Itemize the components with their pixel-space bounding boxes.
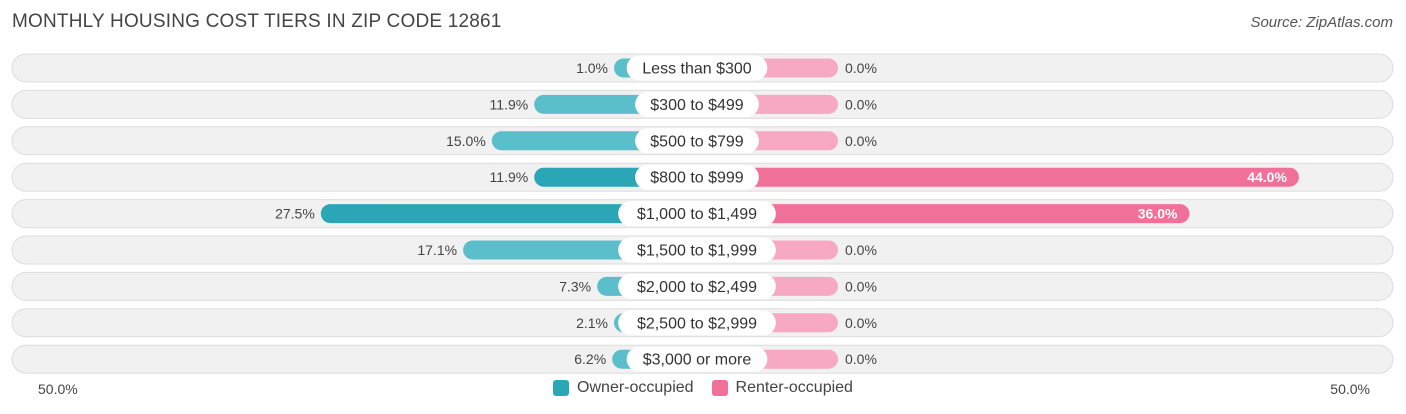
category-label-pill xyxy=(635,128,759,154)
legend: Owner-occupied Renter-occupied xyxy=(0,379,1406,397)
category-label-pill xyxy=(626,346,768,372)
owner-bar xyxy=(320,204,697,224)
owner-value-label: 11.9% xyxy=(490,96,529,112)
owner-value-label: 1.0% xyxy=(576,60,608,76)
renter-value-label: 44.0% xyxy=(1247,169,1287,185)
legend-swatch-owner xyxy=(553,380,570,396)
legend-label-owner: Owner-occupied xyxy=(577,379,694,396)
category-label-pill xyxy=(635,91,759,117)
category-label: $2,500 to $2,999 xyxy=(637,315,757,332)
renter-value-label: 0.0% xyxy=(845,60,877,76)
owner-value-label: 6.2% xyxy=(574,351,606,367)
category-label-pill xyxy=(618,201,776,227)
category-label-pill xyxy=(618,310,776,336)
owner-value-label: 11.9% xyxy=(490,169,529,185)
renter-value-label: 0.0% xyxy=(845,315,877,331)
category-label-pill xyxy=(618,237,776,263)
owner-value-label: 15.0% xyxy=(446,133,486,149)
owner-value-label: 7.3% xyxy=(559,278,591,294)
category-label: $800 to $999 xyxy=(650,170,744,187)
legend-item-owner: Owner-occupied xyxy=(553,379,694,397)
legend-label-renter: Renter-occupied xyxy=(735,379,853,396)
category-label: Less than $300 xyxy=(642,61,752,78)
category-label-pill xyxy=(618,273,776,299)
legend-item-renter: Renter-occupied xyxy=(711,379,853,397)
legend-swatch-renter xyxy=(711,380,728,396)
renter-value-label: 0.0% xyxy=(845,351,877,367)
category-label: $500 to $799 xyxy=(650,133,744,150)
axis-label-right: 50.0% xyxy=(1330,381,1370,397)
owner-value-label: 2.1% xyxy=(576,315,608,331)
chart-title: MONTHLY HOUSING COST TIERS IN ZIP CODE 1… xyxy=(12,11,502,32)
renter-value-label: 0.0% xyxy=(845,278,877,294)
renter-value-label: 0.0% xyxy=(845,242,877,258)
renter-bar xyxy=(697,204,1190,224)
owner-value-label: 27.5% xyxy=(275,206,315,222)
axis-label-left: 50.0% xyxy=(38,381,78,397)
category-label: $300 to $499 xyxy=(650,97,744,114)
renter-bar xyxy=(697,167,1299,187)
renter-value-label: 0.0% xyxy=(845,133,877,149)
category-label: $1,500 to $1,999 xyxy=(637,243,757,260)
category-label: $2,000 to $2,499 xyxy=(637,279,757,296)
category-label-pill xyxy=(635,164,759,190)
category-label: $3,000 or more xyxy=(643,352,752,369)
category-label: $1,000 to $1,499 xyxy=(637,206,757,223)
renter-value-label: 0.0% xyxy=(845,96,877,112)
chart-source: Source: ZipAtlas.com xyxy=(1250,14,1393,31)
owner-value-label: 17.1% xyxy=(417,242,457,258)
category-label-pill xyxy=(626,55,768,81)
renter-value-label: 36.0% xyxy=(1138,206,1178,222)
